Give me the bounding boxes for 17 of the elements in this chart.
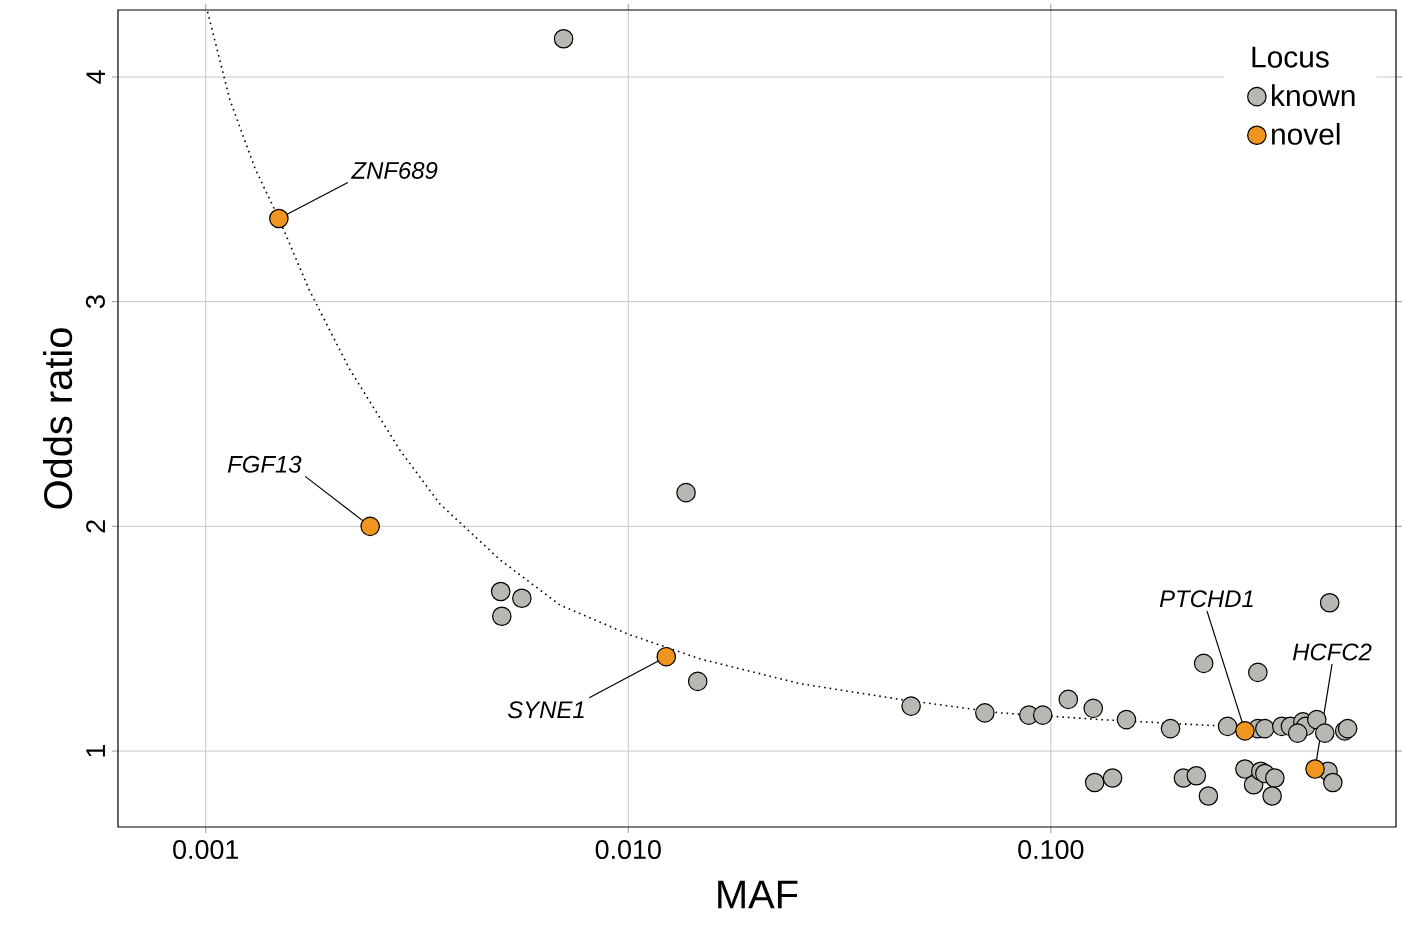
y-axis-title: Odds ratio (42, 328, 73, 509)
x-tick-label: 0.100 (1018, 840, 1084, 860)
y-tick-label: 3 (85, 295, 105, 309)
annotation: HCFC2 (1292, 643, 1372, 661)
annotation: SYNE1 (507, 701, 584, 719)
x-tick-label: 0.010 (595, 840, 661, 860)
legend-title: Locus (1252, 46, 1329, 68)
legend-label: known (1272, 84, 1355, 107)
annotation: FGF13 (227, 455, 302, 473)
x-tick-label: 0.001 (173, 840, 239, 860)
legend-label: novel (1272, 122, 1340, 145)
x-axis-title: MAF (718, 880, 798, 909)
annotation: ZNF689 (351, 161, 438, 179)
y-tick-label: 4 (86, 70, 105, 84)
y-tick-label: 2 (86, 520, 105, 533)
annotation: PTCHD1 (1159, 590, 1253, 608)
y-tick-label: 1 (86, 744, 105, 757)
